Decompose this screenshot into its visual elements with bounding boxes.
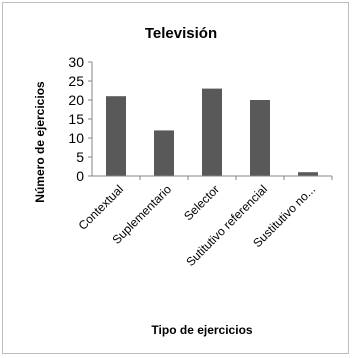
y-tick-label: 20 <box>68 92 84 108</box>
x-category-label: Contextual <box>76 182 126 232</box>
y-tick-label: 5 <box>76 149 84 165</box>
y-tick-label: 25 <box>68 73 84 89</box>
chart-frame <box>2 2 349 354</box>
bar <box>250 100 270 176</box>
y-tick-label: 0 <box>76 168 84 184</box>
y-tick-label: 30 <box>68 54 84 70</box>
y-tick-label: 15 <box>68 111 84 127</box>
x-axis-title: Tipo de ejercicios <box>151 323 252 337</box>
chart-title: Televisión <box>145 25 217 42</box>
bar <box>298 172 318 176</box>
y-tick-label: 10 <box>68 130 84 146</box>
bar <box>202 88 222 176</box>
bar <box>154 130 174 176</box>
x-category-label: Selector <box>181 182 222 223</box>
bar <box>106 96 126 176</box>
x-category-label: Sutitutivo referencial <box>183 182 270 269</box>
y-axis-title: Número de ejercicios <box>33 81 47 203</box>
